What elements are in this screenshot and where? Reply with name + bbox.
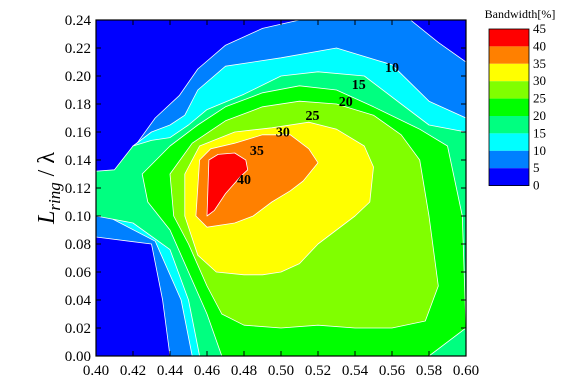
x-tick-label: 0.58 — [416, 363, 442, 379]
y-tick-label: 0.14 — [65, 153, 92, 169]
legend-swatch-30 — [489, 63, 529, 82]
legend-tick-5: 5 — [533, 160, 540, 175]
legend: Bandwidth[%] 45 40 35 30 25 20 15 10 5 0 — [485, 7, 556, 193]
y-tick-label: 0.00 — [65, 349, 91, 365]
legend-tick-30: 30 — [533, 73, 546, 88]
legend-bar-frame — [488, 28, 530, 187]
x-tick-label: 0.44 — [157, 363, 184, 379]
legend-tick-10: 10 — [533, 143, 546, 158]
legend-title: Bandwidth[%] — [485, 7, 556, 21]
x-tick-label: 0.54 — [342, 363, 369, 379]
contour-label-20: 20 — [339, 95, 353, 110]
legend-swatch-15 — [489, 116, 529, 134]
y-axis-label: Lring / λ — [34, 152, 64, 225]
legend-swatch-20 — [489, 98, 529, 116]
x-axis: 0.40 0.42 0.44 0.46 0.48 0.50 0.52 0.54 0.56 0.58… — [83, 20, 479, 379]
y-tick-label: 0.04 — [65, 293, 92, 309]
x-tick-label: 0.52 — [305, 363, 331, 379]
contour-label-30: 30 — [276, 126, 290, 141]
y-tick-label: 0.20 — [65, 69, 91, 85]
x-tick-label: 0.60 — [453, 363, 479, 379]
x-tick-label: 0.42 — [120, 363, 146, 379]
legend-swatch-10 — [489, 133, 529, 151]
x-tick-label: 0.50 — [268, 363, 294, 379]
legend-swatch-25 — [489, 81, 529, 99]
legend-swatch-0 — [489, 168, 529, 186]
y-tick-label: 0.16 — [65, 125, 92, 141]
y-tick-label: 0.24 — [65, 13, 92, 29]
x-tick-label: 0.40 — [83, 363, 109, 379]
legend-tick-25: 25 — [533, 91, 546, 106]
y-axis-label-suffix: / λ — [34, 152, 60, 183]
contour-label-10: 10 — [385, 61, 399, 76]
legend-ticks: 45 40 35 30 25 20 15 10 5 0 — [533, 21, 546, 193]
y-tick-label: 0.10 — [65, 209, 91, 225]
x-tick-label: 0.46 — [194, 363, 221, 379]
legend-swatch-35 — [489, 46, 529, 64]
legend-swatches — [488, 28, 530, 187]
contour-labels: 10 15 20 25 30 35 40 — [237, 61, 399, 188]
y-tick-label: 0.18 — [65, 97, 91, 113]
plot-area — [96, 20, 466, 356]
legend-tick-35: 35 — [533, 56, 546, 71]
contour-label-40: 40 — [237, 173, 251, 188]
y-axis-label-base: L — [34, 211, 60, 225]
legend-tick-15: 15 — [533, 125, 546, 140]
legend-tick-20: 20 — [533, 108, 546, 123]
legend-swatch-5 — [489, 150, 529, 169]
x-tick-label: 0.48 — [231, 363, 257, 379]
y-tick-label: 0.02 — [65, 321, 91, 337]
y-tick-label: 0.08 — [65, 237, 91, 253]
contour-label-15: 15 — [352, 78, 366, 93]
legend-swatch-40 — [489, 29, 529, 47]
y-tick-label: 0.12 — [65, 181, 91, 197]
y-tick-label: 0.06 — [65, 265, 92, 281]
y-axis-label-subscript: ring — [45, 182, 64, 210]
x-tick-label: 0.56 — [379, 363, 406, 379]
contour-label-35: 35 — [250, 144, 264, 159]
contour-label-25: 25 — [306, 109, 320, 124]
legend-tick-0: 0 — [533, 178, 540, 193]
y-axis: 0.00 0.02 0.04 0.06 0.08 0.10 0.12 0.14 0.16 0.18… — [65, 13, 466, 365]
y-tick-label: 0.22 — [65, 41, 91, 57]
legend-tick-40: 40 — [533, 38, 546, 53]
band-40 — [206, 152, 249, 217]
legend-tick-45: 45 — [533, 21, 546, 36]
